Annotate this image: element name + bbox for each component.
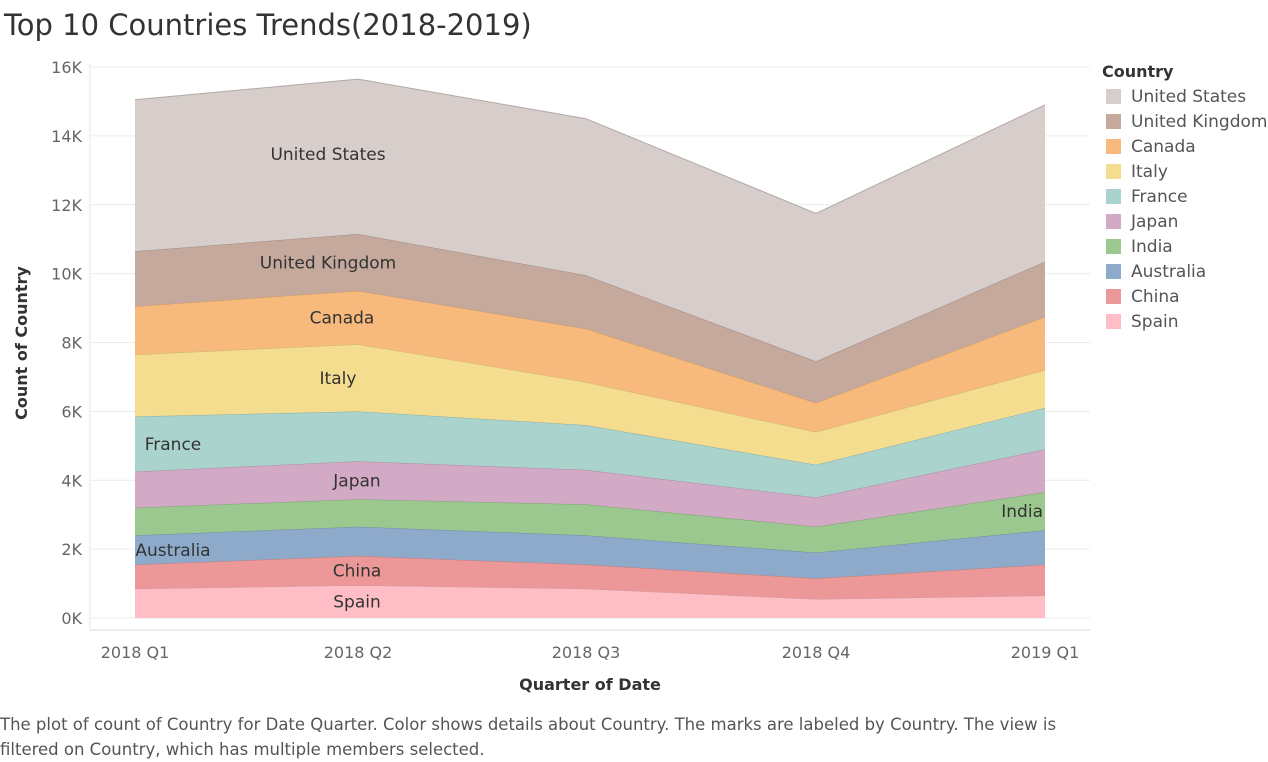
y-tick-label: 0K [61,609,82,628]
legend-items: United States United Kingdom Canada Italy Fr… [1102,84,1267,334]
area-label-france: France [145,435,202,455]
legend-swatch [1106,114,1121,129]
legend-label: Canada [1131,136,1196,157]
chart-caption: The plot of count of Country for Date Qu… [0,715,1057,759]
area-china[interactable] [135,556,1045,600]
legend-item-china[interactable]: China [1102,284,1267,309]
y-tick-label: 8K [61,334,82,353]
area-labels: Spain China Australia India Japan France Italy… [135,145,1043,613]
axes: 0K 2K 4K 6K 8K 10K 12K 14K 16K 2018 Q1 2018 Q2 2018… [51,58,1090,662]
legend-swatch [1106,214,1121,229]
area-label-italy: Italy [320,369,357,389]
legend-swatch [1106,189,1121,204]
legend-item-france[interactable]: France [1102,184,1267,209]
legend-swatch [1106,289,1121,304]
legend-label: India [1131,236,1173,257]
chart-title: Top 10 Countries Trends(2018-2019) [4,8,532,42]
legend-label: United States [1131,86,1247,107]
y-tick-label: 2K [61,540,82,559]
x-tick-label: 2019 Q1 [1011,643,1080,662]
area-united-states[interactable] [135,79,1045,362]
area-series [134,78,1046,618]
legend-item-spain[interactable]: Spain [1102,309,1267,334]
legend-label: France [1131,186,1188,207]
area-italy[interactable] [135,344,1045,465]
y-tick-label: 14K [51,127,82,146]
y-tick-label: 12K [51,196,82,215]
x-tick-label: 2018 Q1 [101,643,170,662]
x-tick-label: 2018 Q2 [324,643,393,662]
area-label-united-kingdom: United Kingdom [260,253,396,273]
legend: Country United States United Kingdom Canad… [1102,62,1267,334]
legend-label: Spain [1131,311,1179,332]
legend-swatch [1106,314,1121,329]
x-tick-label: 2018 Q4 [782,643,851,662]
y-tick-label: 10K [51,265,82,284]
legend-label: Australia [1131,261,1207,282]
stacked-area-chart: Spain China Australia India Japan France Italy… [12,58,1090,694]
area-india[interactable] [135,492,1045,553]
y-axis-title: Count of Country [12,266,31,420]
legend-swatch [1106,239,1121,254]
y-tick-label: 16K [51,58,82,77]
y-tick-label: 4K [61,471,82,490]
area-label-spain: Spain [333,593,381,613]
area-france[interactable] [135,407,1045,498]
legend-label: China [1131,286,1180,307]
area-united-kingdom[interactable] [135,234,1045,403]
legend-label: United Kingdom [1131,111,1268,132]
legend-swatch [1106,139,1121,154]
area-canada[interactable] [135,290,1045,432]
area-label-japan: Japan [332,471,380,491]
x-axis-title: Quarter of Date [519,675,661,694]
area-label-australia: Australia [135,541,210,561]
area-label-india: India [1001,502,1043,522]
legend-item-united-states[interactable]: United States [1102,84,1267,109]
area-australia[interactable] [135,526,1045,579]
x-tick-label: 2018 Q3 [552,643,621,662]
area-edge-united-states [134,78,1046,214]
legend-swatch [1106,264,1121,279]
area-label-canada: Canada [310,309,375,329]
legend-item-united-kingdom[interactable]: United Kingdom [1102,109,1267,134]
legend-item-japan[interactable]: Japan [1102,209,1267,234]
legend-swatch [1106,164,1121,179]
legend-item-australia[interactable]: Australia [1102,259,1267,284]
legend-item-india[interactable]: India [1102,234,1267,259]
legend-title: Country [1102,62,1174,81]
legend-item-canada[interactable]: Canada [1102,134,1267,159]
area-label-united-states: United States [270,145,385,165]
area-japan[interactable] [135,449,1045,527]
legend-swatch [1106,89,1121,104]
legend-label: Italy [1131,161,1168,182]
area-label-china: China [333,562,382,582]
legend-item-italy[interactable]: Italy [1102,159,1267,184]
area-spain[interactable] [135,585,1045,618]
y-tick-label: 6K [61,402,82,421]
legend-label: Japan [1131,211,1179,232]
